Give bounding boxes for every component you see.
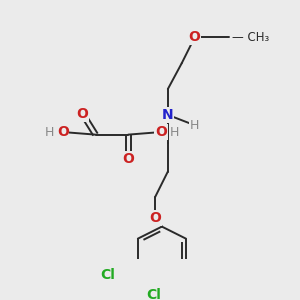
Text: O: O (149, 211, 161, 225)
Text: O: O (155, 125, 167, 139)
Text: O: O (57, 125, 69, 139)
Text: H: H (170, 125, 179, 139)
Text: O: O (77, 107, 88, 121)
Text: H: H (44, 125, 54, 139)
Text: N: N (162, 108, 174, 122)
Text: Cl: Cl (146, 288, 161, 300)
Text: — CH₃: — CH₃ (232, 31, 269, 44)
Text: O: O (122, 152, 134, 166)
Text: O: O (189, 31, 200, 44)
Text: H: H (190, 119, 199, 132)
Text: Cl: Cl (101, 268, 116, 282)
